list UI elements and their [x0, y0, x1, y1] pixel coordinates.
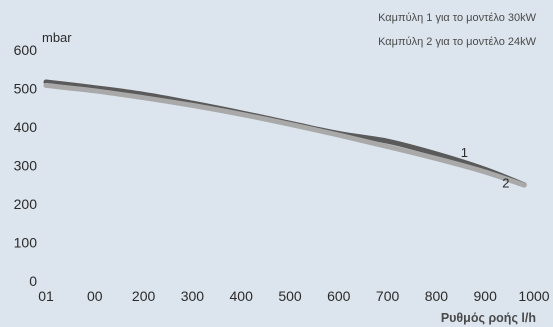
curve-1-label: 1: [461, 145, 468, 160]
x-axis-label: Ρυθμός ροής l/h: [441, 311, 536, 325]
y-tick-label: 300: [14, 158, 38, 174]
x-tick-label: 00: [87, 288, 103, 304]
curve-1-line: [43, 79, 527, 188]
legend-entry-1: Καμπύλη 1 για το μοντέλο 30kW: [378, 12, 537, 24]
x-tick-label: 1000: [518, 288, 549, 304]
plot-area: 12: [43, 79, 527, 190]
y-axis: 0 100 200 300 400 500 600: [14, 42, 38, 289]
x-tick-label: 200: [132, 288, 156, 304]
legend-entry-2: Καμπύλη 2 για το μοντέλο 24kW: [378, 36, 537, 48]
y-tick-label: 400: [14, 119, 38, 135]
x-tick-label: 700: [376, 288, 400, 304]
x-tick-label: 400: [230, 288, 254, 304]
x-tick-label: 900: [474, 288, 498, 304]
y-tick-label: 500: [14, 81, 38, 97]
y-tick-label: 200: [14, 196, 38, 212]
y-tick-label: 0: [29, 273, 37, 289]
x-tick-label: 01: [38, 288, 54, 304]
y-tick-label: 600: [14, 42, 38, 58]
y-tick-label: 100: [14, 235, 38, 251]
x-tick-label: 800: [425, 288, 449, 304]
x-tick-label: 500: [278, 288, 302, 304]
legend: Καμπύλη 1 για το μοντέλο 30kW Καμπύλη 2 …: [378, 12, 537, 48]
x-axis: 01 00 200 300 400 500 600 700 800 900 1000: [38, 288, 550, 304]
x-tick-label: 300: [181, 288, 205, 304]
x-tick-label: 600: [327, 288, 351, 304]
y-axis-unit: mbar: [42, 30, 72, 45]
curve-2-line: [43, 82, 527, 188]
curve-2-label: 2: [502, 175, 509, 190]
